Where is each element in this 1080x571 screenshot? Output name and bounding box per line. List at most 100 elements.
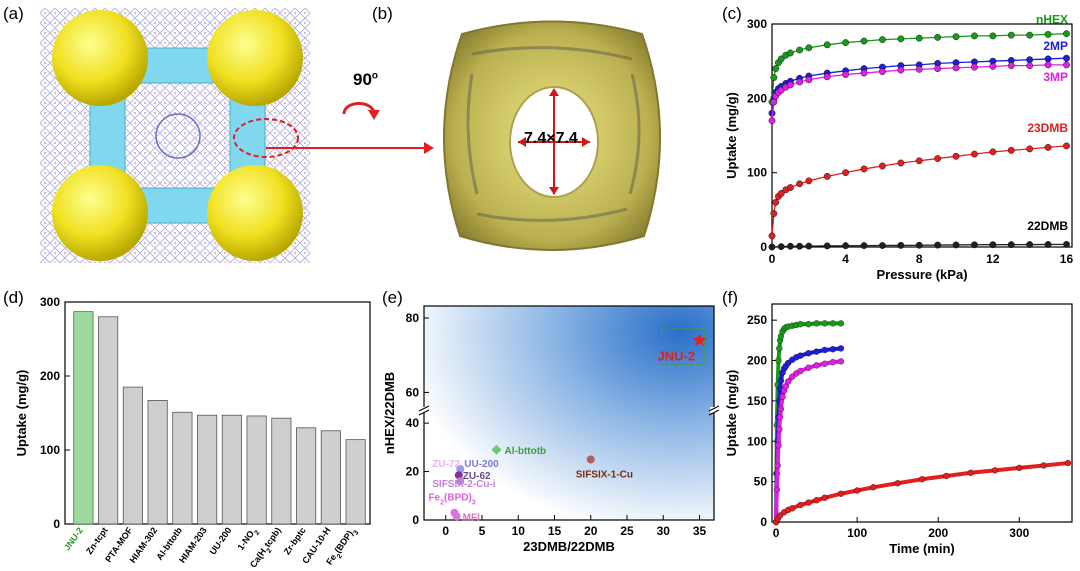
series-line (771, 64, 1067, 121)
data-point (934, 155, 942, 162)
data-point (897, 241, 905, 249)
data-point (774, 462, 781, 469)
series-label: 23DMB (1027, 121, 1068, 135)
data-point (821, 346, 828, 354)
data-point (860, 69, 868, 77)
data-point (796, 242, 804, 250)
data-point (952, 152, 960, 160)
data-point (805, 364, 812, 371)
data-point (853, 487, 861, 494)
x-tick-label: 0 (769, 252, 776, 266)
data-point (1044, 61, 1052, 69)
data-point (1026, 145, 1034, 153)
data-point (821, 320, 828, 327)
bar (122, 386, 143, 525)
rotation-arrow-icon (342, 102, 380, 120)
data-point (787, 81, 794, 89)
data-point (805, 499, 812, 506)
data-point (870, 484, 877, 491)
x-axis-label: 23DMB/22DMB (523, 539, 615, 554)
data-point (772, 198, 780, 206)
data-point (768, 243, 776, 251)
y-tick-label: 0 (412, 513, 419, 527)
x-axis-label: Pressure (kPa) (876, 267, 967, 282)
panel-label-b: (b) (372, 4, 393, 23)
data-point (842, 71, 850, 78)
bar (73, 311, 94, 525)
plot-frame (771, 23, 1073, 248)
category-label: Zn-tcpt (84, 525, 110, 556)
data-point (692, 333, 707, 346)
data-point (1007, 241, 1015, 249)
axis-break-mark (708, 409, 720, 416)
data-point (775, 357, 782, 364)
plot-frame (771, 303, 1073, 523)
data-point (823, 73, 831, 81)
y-tick-label: 100 (747, 166, 767, 180)
data-point (1040, 462, 1047, 469)
panel-label-a: (a) (3, 4, 24, 23)
data-point (805, 242, 813, 250)
data-point (991, 467, 999, 474)
data-point (879, 242, 886, 249)
point-label: ZU-62 (463, 471, 491, 482)
data-point (989, 241, 997, 249)
bar (197, 414, 218, 525)
pore-size-label: 7.4×7.4 (524, 130, 578, 147)
data-point (971, 32, 978, 40)
data-point (879, 36, 886, 44)
data-point (770, 74, 778, 81)
data-point (1063, 142, 1070, 150)
panel-label-c: (c) (722, 4, 742, 23)
data-point (805, 177, 813, 185)
data-point (934, 33, 942, 41)
x-tick-label: 25 (620, 524, 634, 538)
data-point (915, 157, 923, 165)
series-label: 2MP (1043, 39, 1068, 53)
isotherm-chart: 0 4 8 12 16 0 100 200 300 Pressure (kPa) Uptake (m… (724, 13, 1073, 282)
category-label: Zr-bptc (282, 525, 308, 556)
y-tick-label: 200 (747, 354, 767, 368)
x-tick-label: 0 (773, 526, 780, 540)
data-point (777, 55, 785, 63)
data-point (837, 345, 845, 352)
data-point (823, 172, 831, 180)
data-point (1064, 459, 1072, 467)
x-tick-label: 100 (847, 526, 867, 540)
point-label: UU-200 (464, 459, 499, 470)
x-tick-label: 8 (916, 252, 923, 266)
data-point (796, 78, 804, 86)
panel-label-e: (e) (382, 288, 403, 307)
y-tick-label: 300 (747, 17, 767, 31)
data-point (452, 512, 461, 521)
series-line (774, 461, 1070, 524)
y-tick-label: 150 (747, 394, 767, 408)
panel-label-d: (d) (3, 288, 24, 307)
point-label: JNU-2 (658, 348, 696, 363)
axis-break-mark (708, 405, 720, 412)
data-point (821, 494, 828, 501)
data-point (777, 405, 785, 413)
data-point (1007, 31, 1015, 39)
data-point (860, 242, 868, 249)
data-point (915, 241, 923, 249)
data-point (1044, 55, 1052, 63)
category-label: JNU-2 (62, 525, 85, 552)
data-point (837, 490, 845, 497)
bar (246, 415, 267, 525)
data-point (952, 33, 960, 41)
data-point (797, 367, 804, 375)
y-axis-label: nHEX/22DMB (382, 372, 397, 454)
y-tick-label: 0 (53, 517, 60, 531)
data-point (860, 165, 868, 173)
data-point (796, 46, 804, 54)
data-point (989, 32, 997, 40)
data-point (971, 150, 978, 158)
bar (271, 417, 292, 525)
axis-break-mark (418, 405, 430, 412)
data-point (1063, 30, 1070, 38)
y-tick-label: 100 (747, 434, 767, 448)
data-point (813, 362, 820, 369)
point-label: SIFSIX-1-Cu (576, 469, 633, 480)
